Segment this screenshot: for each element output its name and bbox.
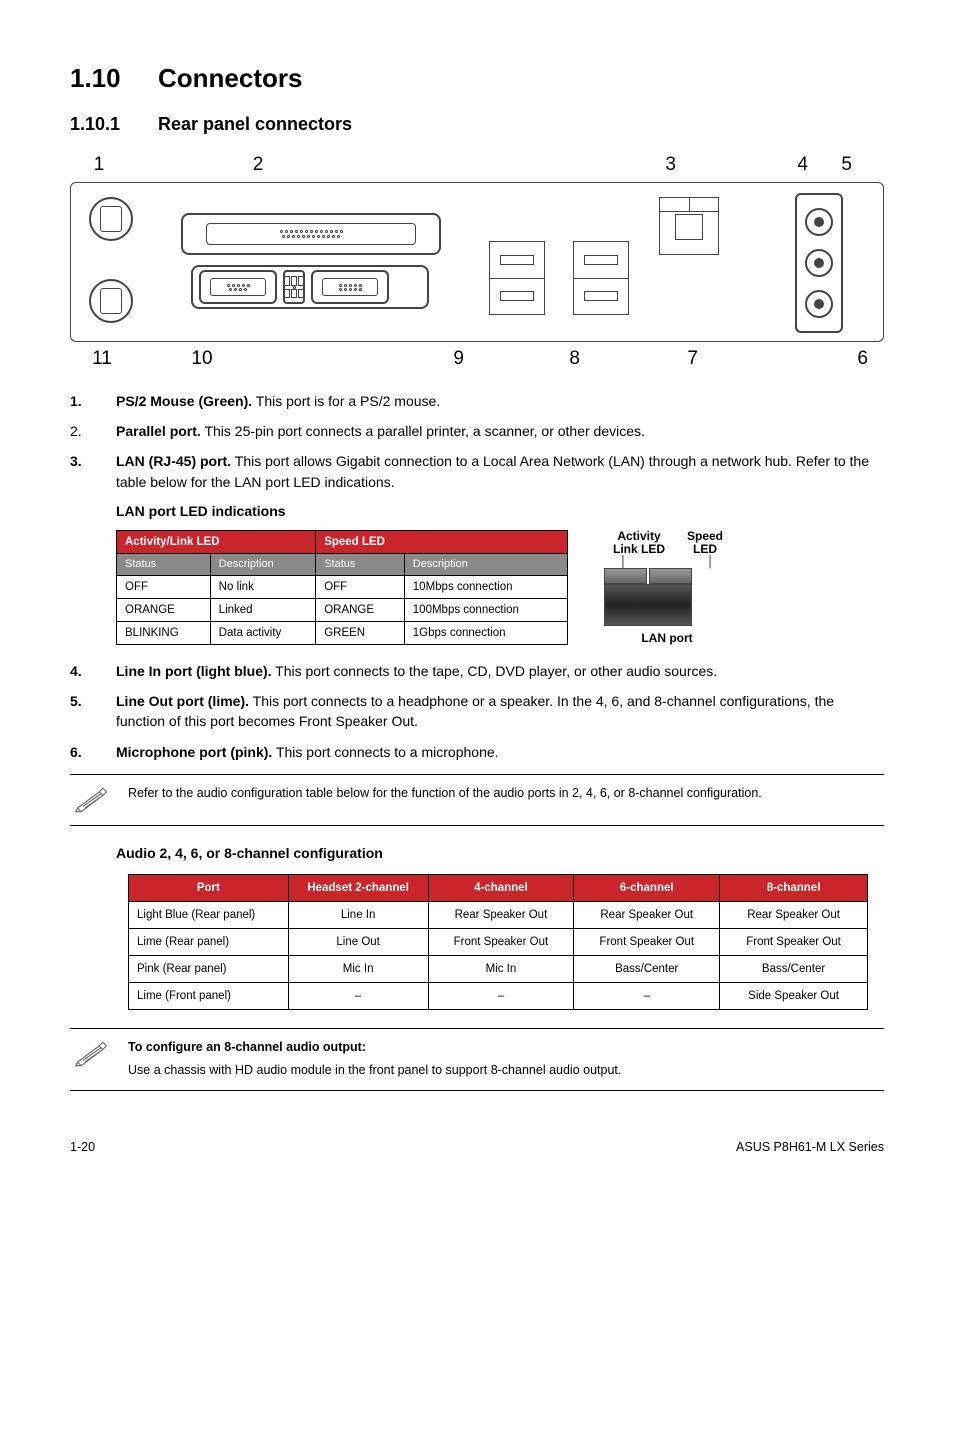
table-row: BLINKINGData activityGREEN1Gbps connecti… <box>117 622 568 645</box>
diagram-bottom-numbers: 11 10 9 8 7 6 <box>70 346 884 373</box>
note-body: Use a chassis with HD audio module in th… <box>128 1062 880 1080</box>
table-row: OFFNo linkOFF10Mbps connection <box>117 576 568 599</box>
pencil-icon <box>74 1039 110 1069</box>
subsection-heading: 1.10.1Rear panel connectors <box>70 112 884 137</box>
conn-item-4: 4.Line In port (light blue). This port c… <box>70 661 884 681</box>
note-audio-config: Refer to the audio configuration table b… <box>70 774 884 826</box>
table-row: Light Blue (Rear panel)Line InRear Speak… <box>129 901 868 928</box>
lan-led-title: LAN port LED indications <box>116 502 884 522</box>
section-title: Connectors <box>158 63 302 93</box>
connector-list-b: 4.Line In port (light blue). This port c… <box>70 661 884 762</box>
note-text: Refer to the audio configuration table b… <box>128 785 880 803</box>
conn-item-3: 3.LAN (RJ-45) port. This port allows Gig… <box>70 451 884 492</box>
product-name: ASUS P8H61-M LX Series <box>736 1139 884 1157</box>
subsection-number: 1.10.1 <box>70 112 158 137</box>
section-heading: 1.10Connectors <box>70 60 884 96</box>
rear-panel-diagram: 1 2 3 4 5 11 10 9 8 7 <box>70 152 884 373</box>
table-row: ORANGELinkedORANGE100Mbps connection <box>117 599 568 622</box>
connector-list-a: 1.PS/2 Mouse (Green). This port is for a… <box>70 391 884 492</box>
audio-config-title: Audio 2, 4, 6, or 8-channel configuratio… <box>116 844 884 864</box>
lan-port-caption: LAN port <box>604 630 730 647</box>
conn-item-5: 5.Line Out port (lime). This port connec… <box>70 691 884 732</box>
activity-link-led-label: Activity Link LED <box>604 530 674 556</box>
conn-item-6: 6.Microphone port (pink). This port conn… <box>70 742 884 762</box>
lan-led-table: Activity/Link LED Speed LED Status Descr… <box>116 530 568 646</box>
conn-item-1: 1.PS/2 Mouse (Green). This port is for a… <box>70 391 884 411</box>
lan-led-h2: Speed LED <box>316 530 568 553</box>
page-number: 1-20 <box>70 1139 95 1157</box>
diagram-svg <box>70 182 884 342</box>
table-row: Lime (Rear panel)Line OutFront Speaker O… <box>129 928 868 955</box>
conn-item-2: 2.Parallel port. This 25-pin port connec… <box>70 421 884 441</box>
pencil-icon <box>74 785 110 815</box>
speed-led-label: Speed LED <box>680 530 730 556</box>
lan-led-h1: Activity/Link LED <box>117 530 316 553</box>
lan-port-diagram: Activity Link LED Speed LED ││ LAN port <box>604 530 730 647</box>
table-row: Pink (Rear panel)Mic InMic InBass/Center… <box>129 955 868 982</box>
section-number: 1.10 <box>70 60 158 96</box>
page-footer: 1-20 ASUS P8H61-M LX Series <box>70 1139 884 1157</box>
diagram-top-numbers: 1 2 3 4 5 <box>70 152 884 179</box>
note-8channel: To configure an 8-channel audio output: … <box>70 1028 884 1091</box>
table-row: Lime (Front panel)–––Side Speaker Out <box>129 982 868 1009</box>
audio-config-table: Port Headset 2-channel 4-channel 6-chann… <box>128 874 868 1010</box>
subsection-title: Rear panel connectors <box>158 114 352 134</box>
note-title: To configure an 8-channel audio output: <box>128 1039 880 1057</box>
